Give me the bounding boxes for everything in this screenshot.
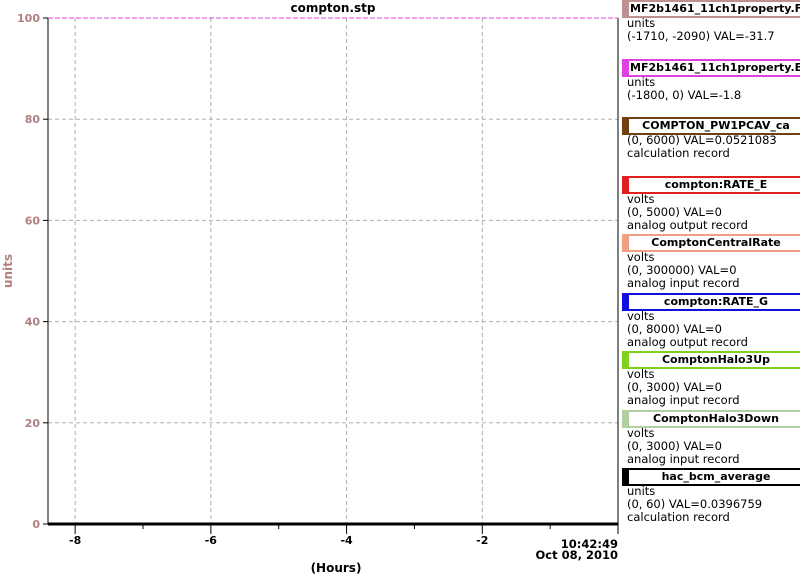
y-tick-label: 20: [25, 417, 41, 430]
legend-series-name: compton:RATE_E: [622, 175, 800, 194]
legend-entry: MF2b1461_11ch1property.E units (-1800, 0) …: [620, 58, 800, 118]
legend-range: (-1710, -2090) VAL=-31.7: [627, 29, 775, 43]
legend-units: (0, 6000) VAL=0.0521083: [627, 133, 777, 147]
legend-entry: ComptonHalo3Down volts (0, 3000) VAL=0 anal…: [620, 409, 800, 469]
legend-units: units: [627, 74, 656, 89]
y-axis-label: units: [1, 254, 15, 288]
legend-entry: compton:RATE_G volts (0, 8000) VAL=0 analog…: [620, 292, 800, 352]
legend-units: volts: [627, 191, 655, 206]
legend-desc: calculation record: [627, 510, 730, 524]
strip-chart: 0 20 40 60 80 100 -8 -6 -4 -2 units (Hours) 10:42:49…: [1, 12, 619, 575]
legend-range: (0, 5000) VAL=0: [627, 204, 722, 219]
y-tick-label: 80: [25, 113, 41, 126]
time-label: 10:42:49: [561, 537, 618, 551]
legend-range: (0, 8000) VAL=0: [627, 321, 722, 336]
chart-title: compton.stp: [290, 1, 376, 15]
legend-series-name: MF2b1461_11ch1property.E: [622, 58, 800, 77]
y-tick-label: 0: [32, 518, 40, 531]
x-tick-label: -4: [340, 534, 353, 547]
legend-series-name: COMPTON_PW1PCAV_ca: [622, 117, 800, 135]
legend-entry: COMPTON_PW1PCAV_ca (0, 6000) VAL=0.052108…: [620, 117, 800, 176]
legend-entry: ComptonHalo3Up volts (0, 3000) VAL=0 analog…: [620, 351, 800, 410]
legend-range: (0, 60) VAL=0.0396759: [627, 497, 763, 511]
legend-units: volts: [627, 367, 655, 381]
x-tick-label: -2: [476, 534, 488, 547]
legend-units: volts: [627, 250, 655, 264]
legend-desc: analog input record: [627, 276, 740, 290]
legend-desc: analog output record: [627, 334, 748, 349]
y-tick-label: 40: [25, 316, 41, 329]
legend-desc: analog input record: [627, 451, 740, 466]
legend-desc: analog input record: [627, 393, 740, 407]
y-tick-label: 100: [17, 12, 40, 25]
x-axis-label: (Hours): [311, 561, 362, 575]
legend-series-name: ComptonCentralRate: [622, 234, 800, 252]
legend-units: units: [627, 16, 656, 30]
legend: MF2b1461_11ch1property.F units (-1710, -20…: [620, 0, 800, 527]
legend-range: (0, 300000) VAL=0: [627, 263, 737, 277]
legend-range: calculation record: [627, 146, 730, 160]
legend-range: (0, 3000) VAL=0: [627, 380, 722, 394]
date-label: Oct 08, 2010: [536, 548, 618, 562]
x-tick-label: -8: [69, 534, 81, 547]
legend-entry: hac_bcm_average units (0, 60) VAL=0.039675…: [620, 468, 800, 527]
legend-entry: compton:RATE_E volts (0, 5000) VAL=0 analog…: [620, 175, 800, 235]
legend-series-name: hac_bcm_average: [622, 468, 800, 486]
legend-series-name: MF2b1461_11ch1property.F: [622, 0, 800, 18]
legend-units: volts: [627, 425, 655, 440]
legend-series-name: compton:RATE_G: [622, 292, 800, 311]
legend-entry: ComptonCentralRate volts (0, 300000) VAL=0…: [620, 234, 800, 293]
legend-entry: MF2b1461_11ch1property.F units (-1710, -20…: [620, 0, 800, 59]
legend-desc: analog output record: [627, 217, 748, 232]
legend-series-name: ComptonHalo3Up: [622, 351, 800, 369]
legend-units: units: [627, 484, 656, 498]
legend-range: (-1800, 0) VAL=-1.8: [627, 87, 742, 102]
legend-series-name: ComptonHalo3Down: [622, 409, 800, 428]
x-tick-label: -6: [205, 534, 218, 547]
legend-range: (0, 3000) VAL=0: [627, 438, 722, 453]
y-tick-label: 60: [25, 214, 41, 227]
legend-units: volts: [627, 308, 655, 323]
